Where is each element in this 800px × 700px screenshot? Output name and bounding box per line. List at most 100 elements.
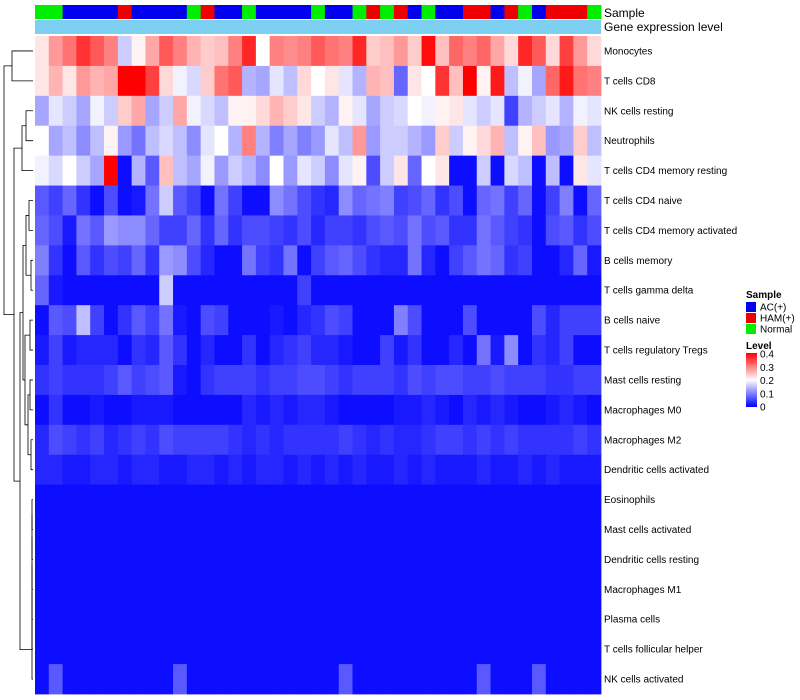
heatmap-cell [435, 424, 450, 456]
heatmap-cell [35, 65, 50, 97]
sample-annotation-cell [407, 5, 422, 19]
level-legend-tick-label: 0.1 [760, 389, 774, 400]
heatmap-cell [269, 514, 284, 545]
heatmap-cell [518, 125, 533, 157]
heatmap-cell [117, 245, 133, 276]
heatmap-cell [311, 484, 326, 515]
heatmap-cell [228, 604, 243, 635]
heatmap-cell [76, 424, 91, 456]
heatmap-cell [559, 95, 574, 127]
heatmap-cell [393, 65, 409, 97]
heatmap-cell [173, 65, 188, 97]
heatmap-cell [186, 454, 202, 486]
heatmap-cell [90, 365, 105, 396]
heatmap-cell [200, 95, 215, 127]
heatmap-cell [559, 574, 574, 605]
heatmap-cell [90, 305, 105, 336]
heatmap-cell [76, 664, 91, 695]
heatmap-cell [255, 305, 271, 336]
heatmap-cell [573, 245, 588, 276]
heatmap-cell [421, 484, 436, 515]
heatmap-cell [35, 245, 50, 276]
row-label: T cells regulatory Tregs [604, 346, 708, 357]
heatmap-cell [449, 65, 464, 97]
heatmap-cell [462, 454, 478, 486]
heatmap-cell [490, 95, 505, 127]
row-dendrogram [3, 50, 33, 680]
heatmap-cell [476, 394, 491, 426]
sample-annotation-cell [573, 5, 588, 19]
heatmap-cell [90, 604, 105, 635]
heatmap-cell [200, 36, 215, 67]
heatmap-cell [407, 215, 422, 246]
heatmap-cell [324, 484, 340, 515]
heatmap-cell [104, 664, 119, 695]
heatmap-cell [311, 604, 326, 635]
heatmap-cell [393, 424, 409, 456]
heatmap-cell [518, 604, 533, 635]
heatmap-cell [462, 215, 478, 246]
heatmap-cell [476, 604, 491, 635]
heatmap-cell [90, 664, 105, 695]
heatmap-cell [242, 95, 257, 127]
heatmap-cell [214, 95, 229, 127]
heatmap-cell [545, 424, 560, 456]
heatmap-cell [449, 544, 464, 575]
heatmap-cell [311, 544, 326, 575]
heatmap-cell [531, 664, 547, 695]
heatmap-cell [462, 125, 478, 157]
heatmap-cell [269, 335, 284, 366]
heatmap-cell [545, 544, 560, 575]
heatmap-cell [145, 95, 160, 127]
heatmap-cell [173, 424, 188, 456]
sample-annotation-cell [587, 5, 602, 19]
heatmap-cell [48, 36, 63, 67]
heatmap-cell [476, 245, 491, 276]
heatmap-cell [76, 394, 91, 426]
heatmap-cell [393, 604, 409, 635]
heatmap-cell [186, 664, 202, 695]
row-label: B cells naive [604, 316, 661, 327]
heatmap-cell [573, 36, 588, 67]
heatmap-cell [352, 664, 367, 695]
heatmap-cell [559, 454, 574, 486]
heatmap-cell [338, 424, 353, 456]
heatmap-cell [338, 95, 353, 127]
heatmap-cell [324, 65, 340, 97]
heatmap-cell [62, 185, 77, 216]
heatmap-cell [380, 95, 395, 127]
heatmap-cell [587, 305, 602, 336]
heatmap-cell [504, 155, 519, 186]
row-label: T cells CD4 memory activated [604, 226, 737, 237]
sample-annotation-cell [242, 5, 257, 19]
heatmap-cell [228, 634, 243, 665]
heatmap-cell [90, 454, 105, 486]
heatmap-cell [48, 305, 63, 336]
heatmap-cell [338, 155, 353, 186]
heatmap-cell [214, 574, 229, 605]
heatmap-cell [159, 604, 174, 635]
heatmap-cell [214, 544, 229, 575]
heatmap-cell [311, 365, 326, 396]
heatmap-cell [338, 215, 353, 246]
sample-annotation-cell [90, 5, 105, 19]
heatmap-cell [407, 574, 422, 605]
heatmap-cell [131, 484, 146, 515]
heatmap-cell [587, 36, 602, 67]
heatmap-cell [104, 305, 119, 336]
sample-annotation-cell [159, 5, 174, 19]
heatmap-cell [449, 245, 464, 276]
heatmap-cell [311, 215, 326, 246]
heatmap-cell [269, 215, 284, 246]
heatmap-cell [90, 215, 105, 246]
heatmap-cell [545, 95, 560, 127]
heatmap-cell [449, 514, 464, 545]
heatmap-cell [587, 574, 602, 605]
heatmap-cell [255, 454, 271, 486]
heatmap-cell [587, 365, 602, 396]
heatmap-cell [324, 245, 340, 276]
sample-annotation-cell [449, 5, 464, 19]
heatmap-cell [311, 305, 326, 336]
heatmap-cell [200, 574, 215, 605]
heatmap-cell [449, 185, 464, 216]
